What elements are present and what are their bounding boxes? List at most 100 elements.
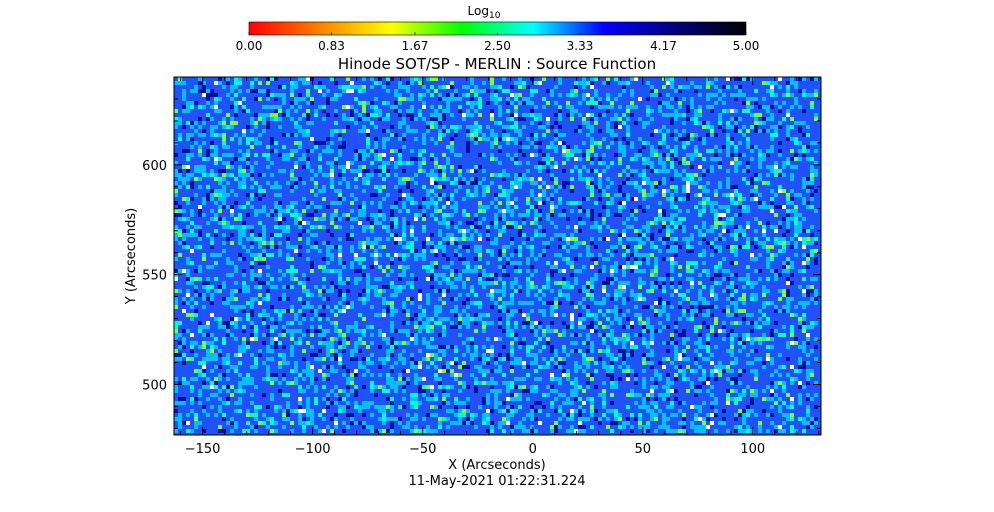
heatmap-cell bbox=[614, 213, 618, 217]
heatmap-cell bbox=[642, 145, 646, 149]
heatmap-cell bbox=[490, 97, 494, 101]
heatmap-cell bbox=[726, 121, 730, 125]
heatmap-cell bbox=[650, 177, 654, 181]
heatmap-cell bbox=[674, 169, 678, 173]
heatmap-cell bbox=[306, 221, 310, 225]
heatmap-cell bbox=[654, 121, 658, 125]
heatmap-cell bbox=[342, 109, 346, 113]
heatmap-cell bbox=[450, 249, 454, 253]
heatmap-cell bbox=[714, 145, 718, 149]
heatmap-cell bbox=[246, 153, 250, 157]
heatmap-cell bbox=[398, 97, 402, 101]
heatmap-cell bbox=[402, 225, 406, 229]
heatmap-cell bbox=[750, 137, 754, 141]
heatmap-cell bbox=[618, 265, 622, 269]
heatmap-cell bbox=[714, 249, 718, 253]
heatmap-cell bbox=[798, 89, 802, 93]
heatmap-cell bbox=[766, 129, 770, 133]
heatmap-cell bbox=[546, 257, 550, 261]
heatmap-cell bbox=[766, 245, 770, 249]
heatmap-cell bbox=[262, 221, 266, 225]
heatmap-cell bbox=[522, 249, 526, 253]
heatmap-cell bbox=[402, 273, 406, 277]
heatmap-cell bbox=[638, 113, 642, 117]
heatmap-cell bbox=[714, 153, 718, 157]
heatmap-cell bbox=[754, 237, 758, 241]
heatmap-cell bbox=[638, 137, 642, 141]
heatmap-cell bbox=[394, 261, 398, 265]
heatmap-cell bbox=[574, 209, 578, 213]
heatmap-cell bbox=[590, 97, 594, 101]
heatmap-cell bbox=[546, 197, 550, 201]
heatmap-cell bbox=[702, 233, 706, 237]
heatmap-cell bbox=[258, 125, 262, 129]
heatmap-cell bbox=[190, 233, 194, 237]
heatmap-cell bbox=[434, 201, 438, 205]
heatmap-cell bbox=[534, 145, 538, 149]
heatmap-cell bbox=[630, 117, 634, 121]
heatmap-cell bbox=[378, 145, 382, 149]
heatmap-cell bbox=[486, 273, 490, 277]
heatmap-cell bbox=[602, 217, 606, 221]
heatmap-cell bbox=[778, 149, 782, 153]
heatmap-cell bbox=[678, 265, 682, 269]
heatmap-cell bbox=[482, 241, 486, 245]
heatmap-cell bbox=[302, 157, 306, 161]
heatmap-cell bbox=[434, 161, 438, 165]
heatmap-cell bbox=[450, 257, 454, 261]
heatmap-cell bbox=[778, 169, 782, 173]
heatmap-cell bbox=[222, 233, 226, 237]
heatmap-cell bbox=[714, 101, 718, 105]
heatmap-cell bbox=[726, 177, 730, 181]
heatmap-cell bbox=[490, 121, 494, 125]
heatmap-cell bbox=[334, 217, 338, 221]
heatmap-cell bbox=[278, 141, 282, 145]
heatmap-cell bbox=[246, 217, 250, 221]
heatmap-cell bbox=[478, 149, 482, 153]
heatmap-cell bbox=[386, 149, 390, 153]
heatmap-cell bbox=[322, 141, 326, 145]
heatmap-cell bbox=[178, 221, 182, 225]
heatmap-cell bbox=[742, 229, 746, 233]
heatmap-cell bbox=[294, 101, 298, 105]
heatmap-cell bbox=[514, 269, 518, 273]
heatmap-cell bbox=[562, 225, 566, 229]
heatmap-cell bbox=[778, 253, 782, 257]
heatmap-cell bbox=[806, 237, 810, 241]
heatmap-cell bbox=[718, 193, 722, 197]
heatmap-cell bbox=[590, 125, 594, 129]
heatmap-cell bbox=[646, 213, 650, 217]
heatmap-cell bbox=[750, 181, 754, 185]
heatmap-cell bbox=[510, 205, 514, 209]
heatmap-cell bbox=[198, 109, 202, 113]
heatmap-cell bbox=[654, 181, 658, 185]
heatmap-cell bbox=[278, 253, 282, 257]
heatmap-cell bbox=[430, 165, 434, 169]
heatmap-cell bbox=[458, 189, 462, 193]
heatmap-cell bbox=[782, 169, 786, 173]
heatmap-cell bbox=[814, 93, 818, 97]
heatmap-cell bbox=[294, 213, 298, 217]
heatmap-cell bbox=[802, 257, 806, 261]
heatmap-cell bbox=[442, 97, 446, 101]
heatmap-cell bbox=[430, 125, 434, 129]
heatmap-cell bbox=[458, 233, 462, 237]
heatmap-cell bbox=[270, 117, 274, 121]
heatmap-cell bbox=[454, 89, 458, 93]
heatmap-cell bbox=[698, 109, 702, 113]
heatmap-cell bbox=[378, 201, 382, 205]
heatmap-cell bbox=[602, 121, 606, 125]
heatmap-cell bbox=[518, 249, 522, 253]
heatmap-cell bbox=[226, 77, 230, 81]
heatmap-cell bbox=[534, 81, 538, 85]
heatmap-cell bbox=[550, 201, 554, 205]
heatmap-cell bbox=[702, 221, 706, 225]
heatmap-cell bbox=[582, 81, 586, 85]
heatmap-cell bbox=[654, 189, 658, 193]
heatmap-cell bbox=[394, 217, 398, 221]
heatmap-cell bbox=[538, 193, 542, 197]
heatmap-cell bbox=[382, 141, 386, 145]
heatmap-cell bbox=[522, 113, 526, 117]
heatmap-cell bbox=[538, 125, 542, 129]
heatmap-cell bbox=[526, 201, 530, 205]
